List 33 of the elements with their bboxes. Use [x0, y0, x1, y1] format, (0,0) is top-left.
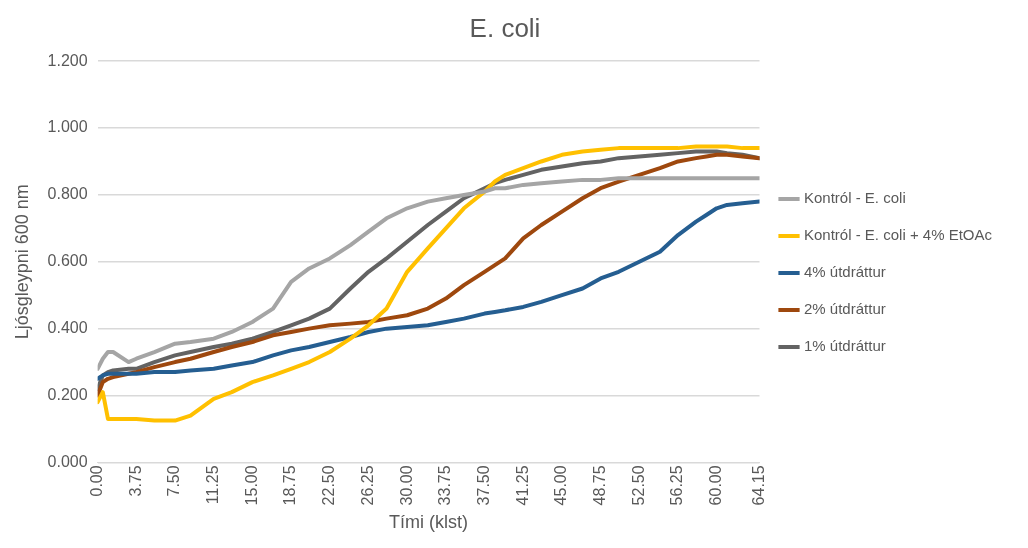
x-tick-label: 37.50	[474, 465, 492, 506]
y-tick-label: 0.200	[47, 385, 88, 403]
y-tick-label: 0.600	[47, 252, 88, 270]
x-tick-label: 0.00	[88, 465, 106, 497]
x-tick-label: 60.00	[707, 465, 725, 506]
legend-label: Kontról - E. coli + 4% EtOAc	[804, 226, 993, 244]
x-tick-label: 11.25	[204, 465, 222, 505]
chart-title: E. coli	[469, 12, 541, 43]
y-tick-label: 1.200	[47, 51, 88, 69]
y-axis-title: Ljósgleypni 600 nm	[11, 184, 32, 340]
y-tick-label: 0.000	[47, 452, 88, 470]
x-tick-label: 26.25	[358, 465, 376, 506]
x-tick-label: 45.00	[552, 465, 570, 506]
x-tick-label: 15.00	[242, 465, 260, 506]
x-tick-label: 22.50	[320, 465, 338, 506]
x-tick-label: 7.50	[165, 465, 183, 497]
x-tick-label: 48.75	[591, 465, 609, 506]
x-tick-label: 3.75	[126, 465, 144, 497]
x-tick-label: 56.25	[668, 465, 686, 506]
x-tick-label: 30.00	[397, 465, 415, 506]
legend-label: 4% útdráttur	[804, 263, 886, 281]
x-tick-label: 64.15	[749, 465, 767, 506]
x-axis-title: Tími (klst)	[389, 512, 469, 533]
y-tick-label: 0.800	[47, 185, 88, 203]
x-tick-label: 18.75	[281, 465, 299, 506]
legend-label: 2% útdráttur	[804, 300, 886, 318]
x-tick-label: 52.50	[629, 465, 647, 506]
y-tick-label: 0.400	[47, 319, 88, 337]
y-tick-label: 1.000	[47, 118, 88, 136]
x-tick-label: 33.75	[436, 465, 454, 506]
x-tick-label: 41.25	[513, 465, 531, 506]
legend-label: Kontról - E. coli	[804, 189, 906, 207]
legend-label: 1% útdráttur	[804, 337, 886, 355]
